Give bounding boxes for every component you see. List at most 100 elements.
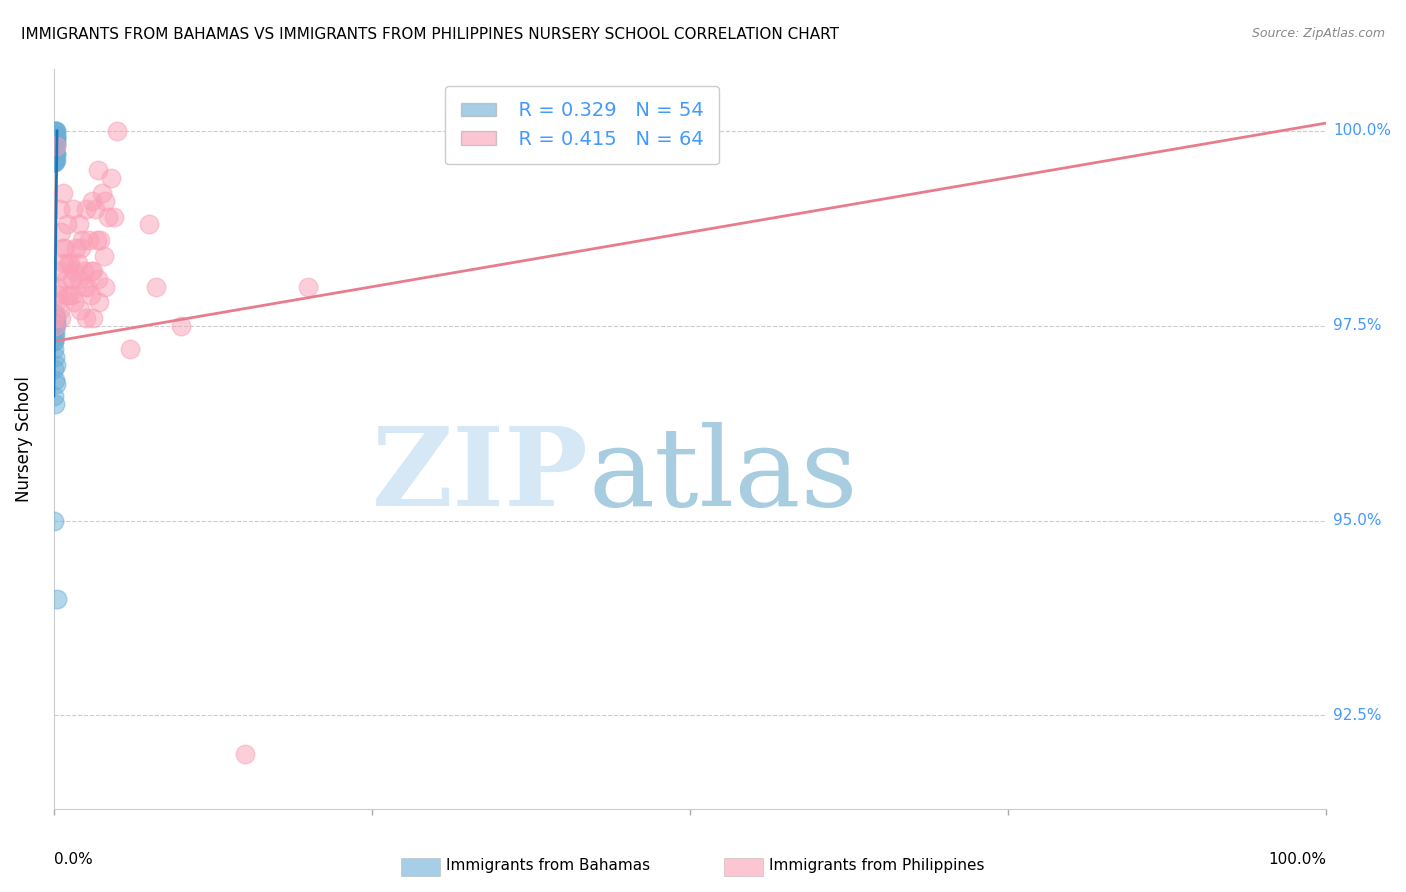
Point: [62, 202, 84, 216]
Point: [49, 202, 72, 216]
Text: Immigrants from Philippines: Immigrants from Philippines: [769, 858, 984, 872]
Point: [51, 225, 73, 239]
Point: [44, 361, 66, 376]
Point: [44, 323, 66, 337]
Point: [45, 317, 67, 331]
Point: [44, 139, 66, 153]
Point: [48, 264, 70, 278]
Point: [44, 131, 66, 145]
Text: atlas: atlas: [588, 422, 858, 529]
Point: [297, 279, 319, 293]
Point: [49, 310, 72, 325]
Point: [44, 155, 66, 169]
Point: [82, 264, 104, 278]
Point: [138, 218, 160, 232]
Point: [45, 377, 67, 392]
Point: [44, 325, 66, 339]
Point: [44, 147, 66, 161]
Point: [44, 315, 66, 329]
Point: [93, 249, 115, 263]
Point: [100, 170, 122, 185]
Point: [44, 334, 66, 349]
Point: [44, 318, 66, 333]
Point: [45, 317, 67, 331]
Point: [44, 320, 66, 334]
Point: [67, 272, 90, 286]
Point: [52, 186, 75, 201]
Point: [55, 272, 77, 286]
Point: [65, 241, 87, 255]
Point: [69, 241, 91, 255]
Point: [75, 310, 97, 325]
Point: [93, 194, 115, 208]
Point: [46, 279, 69, 293]
Point: [89, 233, 111, 247]
Point: [60, 287, 83, 301]
Point: [44, 133, 66, 147]
Point: [45, 124, 67, 138]
Point: [63, 264, 86, 278]
Point: [44, 147, 66, 161]
Point: [44, 129, 66, 144]
Point: [97, 210, 120, 224]
Text: IMMIGRANTS FROM BAHAMAS VS IMMIGRANTS FROM PHILIPPINES NURSERY SCHOOL CORRELATIO: IMMIGRANTS FROM BAHAMAS VS IMMIGRANTS FR…: [21, 27, 839, 42]
Point: [80, 194, 103, 208]
Point: [45, 129, 67, 144]
Point: [45, 124, 67, 138]
Point: [44, 318, 66, 333]
Point: [46, 591, 69, 606]
Point: [56, 256, 79, 270]
Point: [44, 373, 66, 387]
Point: [170, 318, 193, 333]
Point: [56, 287, 79, 301]
Text: Source: ZipAtlas.com: Source: ZipAtlas.com: [1251, 27, 1385, 40]
Point: [73, 279, 96, 293]
Y-axis label: Nursery School: Nursery School: [15, 376, 32, 501]
Point: [44, 514, 66, 528]
Point: [45, 147, 67, 161]
Point: [45, 137, 67, 152]
Point: [44, 124, 66, 138]
Point: [75, 202, 97, 216]
Point: [73, 264, 96, 278]
Point: [44, 310, 66, 325]
Text: ZIP: ZIP: [371, 422, 588, 529]
Point: [45, 310, 67, 325]
Point: [120, 342, 142, 356]
Point: [44, 330, 66, 344]
Point: [44, 151, 66, 165]
Point: [44, 397, 66, 411]
Point: [44, 153, 66, 168]
Point: [44, 141, 66, 155]
Point: [103, 210, 125, 224]
Point: [45, 358, 67, 372]
Point: [53, 241, 76, 255]
Point: [67, 218, 90, 232]
Point: [66, 256, 89, 270]
Point: [44, 144, 66, 158]
Point: [46, 287, 69, 301]
Point: [44, 155, 66, 169]
Point: [44, 389, 66, 403]
Text: 100.0%: 100.0%: [1268, 852, 1326, 867]
Point: [44, 131, 66, 145]
Point: [87, 162, 110, 177]
Text: 97.5%: 97.5%: [1333, 318, 1382, 334]
Point: [145, 279, 167, 293]
Point: [80, 264, 103, 278]
Point: [60, 272, 83, 286]
Point: [87, 272, 110, 286]
Point: [44, 307, 66, 321]
Point: [94, 279, 117, 293]
Point: [55, 218, 77, 232]
Point: [45, 130, 67, 145]
Point: [107, 124, 129, 138]
Point: [44, 350, 66, 364]
Point: [59, 256, 82, 270]
Point: [82, 310, 104, 325]
Text: Immigrants from Bahamas: Immigrants from Bahamas: [446, 858, 650, 872]
Point: [77, 233, 100, 247]
Text: 100.0%: 100.0%: [1333, 123, 1391, 138]
Point: [45, 139, 67, 153]
Point: [44, 139, 66, 153]
